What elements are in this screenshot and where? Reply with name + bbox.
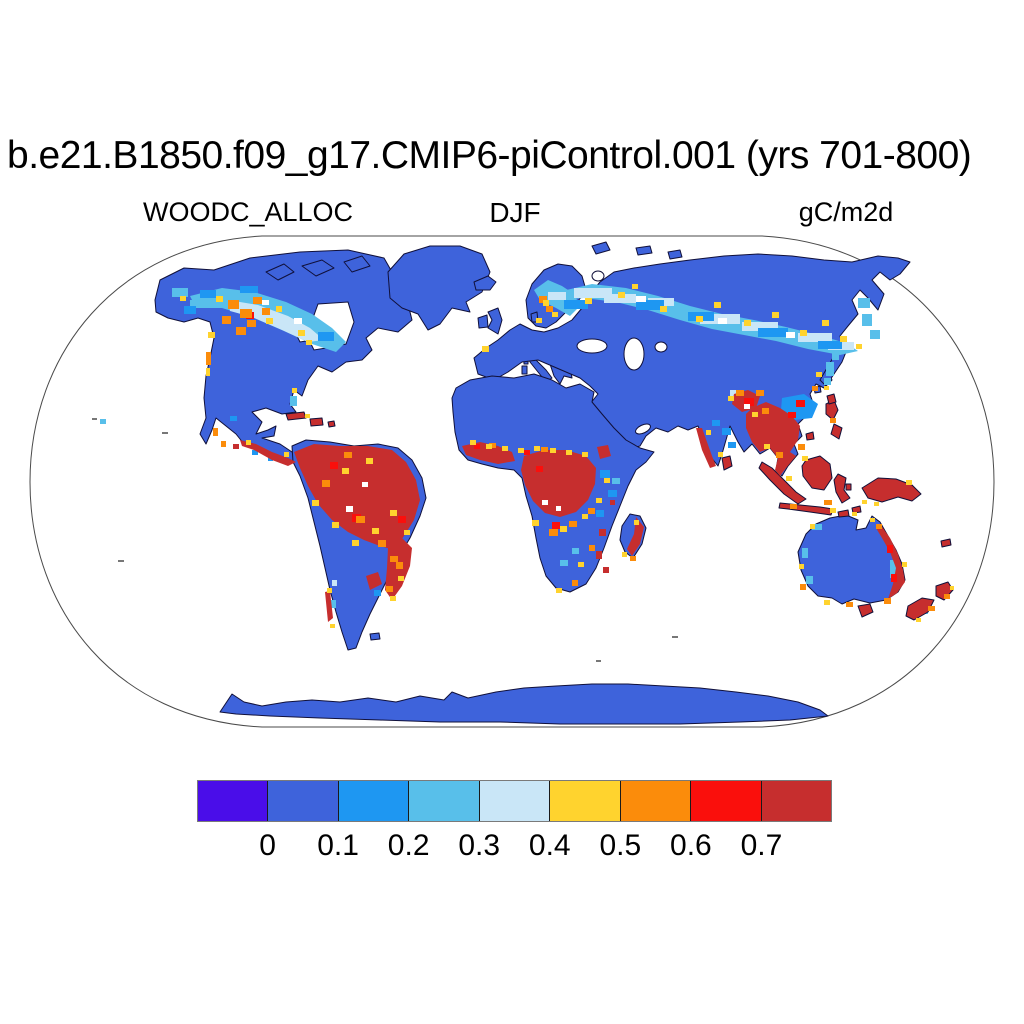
north-america (154, 249, 413, 465)
greenland (387, 245, 491, 331)
chile-red (325, 591, 333, 622)
ireland (477, 314, 489, 329)
yellow-speckles (180, 284, 954, 628)
colorbar-ticks: 0 0.1 0.2 0.3 0.4 0.5 0.6 0.7 (197, 829, 832, 863)
australia-east-red (876, 524, 905, 599)
colorbar-segment (549, 781, 620, 821)
robinson-map-svg (29, 235, 995, 728)
indochina-red (746, 402, 800, 476)
colorbar-tick-label: 0 (259, 829, 276, 862)
britain (487, 307, 503, 335)
tasmania (857, 603, 874, 618)
black-sea (576, 338, 608, 354)
colorbar-tick-label: 0.3 (458, 829, 501, 862)
arctic-islands (265, 241, 683, 281)
colorbar-segment (408, 781, 479, 821)
units-label: gC/m2d (798, 197, 894, 227)
borneo (801, 455, 833, 491)
projection-boundary (29, 235, 995, 728)
sulawesi (833, 473, 851, 504)
colorbar-segment (337, 781, 409, 821)
ethiopia-red (597, 445, 611, 459)
antarctica (219, 683, 829, 725)
white-speckles (262, 296, 795, 512)
colorbar-segment (690, 781, 761, 821)
variable-label: WOODC_ALLOC (142, 197, 354, 227)
page-title: b.e21.B1850.f09_g17.CMIP6-piControl.001 … (7, 134, 972, 177)
hainan (805, 431, 815, 441)
colorbar-segment (619, 781, 691, 821)
colorbar-tick-label: 0.2 (387, 829, 430, 862)
minor-island-marks (92, 418, 678, 662)
india-west-red (696, 428, 716, 468)
australia (797, 514, 906, 605)
world-map (25, 230, 1000, 732)
sumatra (758, 461, 807, 505)
colorbar-segments (197, 780, 832, 822)
iceland (473, 275, 497, 291)
lesser-sunda (837, 483, 862, 518)
colorbar-tick-label: 0.5 (599, 829, 642, 862)
orange-speckles (206, 296, 950, 611)
sri-lanka (721, 455, 733, 471)
new-guinea (861, 477, 922, 503)
season-label: DJF (489, 197, 541, 228)
aral-sea (654, 341, 668, 353)
colorbar-segment (267, 781, 338, 821)
uruguay-red (366, 572, 382, 590)
colorbar-segment (760, 781, 831, 821)
falkland (369, 632, 381, 641)
caspian-sea (623, 337, 645, 371)
new-zealand (905, 581, 954, 621)
caribbean-islands (285, 411, 336, 428)
colorbar-tick-label: 0.6 (670, 829, 712, 862)
white-sea (591, 270, 605, 282)
new-caledonia (940, 538, 952, 548)
colorbar-segment (478, 781, 550, 821)
colorbar-tick-label: 0.1 (317, 829, 359, 862)
central-america-red (240, 440, 296, 466)
madagascar-red (627, 517, 644, 556)
taiwan (826, 393, 837, 405)
colorbar-tick-label: 0.4 (528, 829, 571, 862)
colorbar-tick-label: 0.7 (740, 829, 783, 862)
amazon-red (294, 444, 420, 550)
colorbar-segment (198, 781, 268, 821)
persian-gulf (635, 423, 651, 435)
